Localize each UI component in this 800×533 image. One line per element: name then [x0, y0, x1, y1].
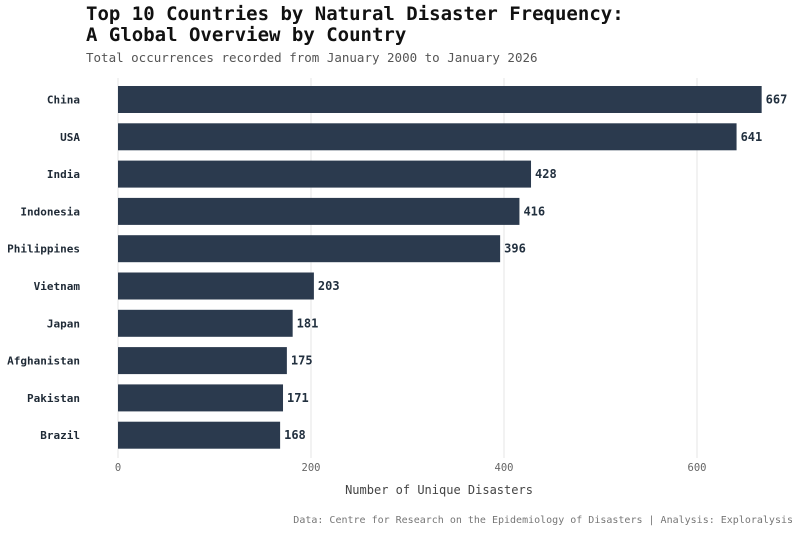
- value-label: 667: [766, 93, 788, 107]
- value-label: 396: [504, 242, 526, 256]
- value-label: 171: [287, 391, 309, 405]
- value-label: 416: [523, 204, 545, 218]
- category-labels: China USA India Indonesia Philippines Vietnam…: [7, 94, 80, 443]
- bar-philippines: [118, 235, 501, 263]
- chart-subtitle: Total occurrences recorded from January …: [86, 50, 538, 65]
- x-tick-label: 600: [688, 462, 707, 474]
- x-tick-label: 200: [302, 462, 321, 474]
- bar-afghanistan: [118, 347, 287, 375]
- x-axis-title: Number of Unique Disasters: [345, 483, 533, 497]
- data-source-caption: Data: Centre for Research on the Epidemi…: [293, 515, 793, 526]
- category-label: India: [47, 168, 80, 181]
- value-label: 168: [284, 428, 306, 442]
- category-label: Afghanistan: [7, 355, 80, 368]
- x-tick-label: 400: [495, 462, 514, 474]
- category-label: Indonesia: [20, 205, 80, 218]
- bar-japan: [118, 309, 293, 337]
- bar-brazil: [118, 421, 281, 449]
- category-label: Japan: [47, 317, 80, 330]
- bar-usa: [118, 123, 737, 151]
- category-label: Philippines: [7, 243, 80, 256]
- category-label: Brazil: [40, 429, 80, 442]
- value-label: 181: [297, 316, 319, 330]
- x-tick-label: 0: [115, 462, 121, 474]
- category-label: Vietnam: [34, 280, 81, 293]
- category-label: China: [47, 94, 80, 107]
- chart-title-line-2: A Global Overview by Country: [86, 24, 407, 46]
- value-label: 641: [741, 130, 763, 144]
- x-tick-labels: 0 200 400 600: [115, 462, 707, 474]
- chart-title-line-1: Top 10 Countries by Natural Disaster Fre…: [86, 3, 624, 25]
- title-block: Top 10 Countries by Natural Disaster Fre…: [86, 3, 624, 66]
- bar-vietnam: [118, 272, 314, 300]
- value-label: 203: [318, 279, 340, 293]
- bar-china: [118, 86, 762, 113]
- category-label: Pakistan: [27, 392, 80, 405]
- bar-india: [118, 160, 532, 188]
- bars: [118, 86, 762, 449]
- bar-indonesia: [118, 197, 520, 225]
- value-label: 175: [291, 354, 313, 368]
- bar-pakistan: [118, 384, 284, 412]
- value-label: 428: [535, 167, 557, 181]
- value-labels: 667 641 428 416 396 203 181 175 171 168: [284, 93, 787, 443]
- category-label: USA: [60, 131, 80, 144]
